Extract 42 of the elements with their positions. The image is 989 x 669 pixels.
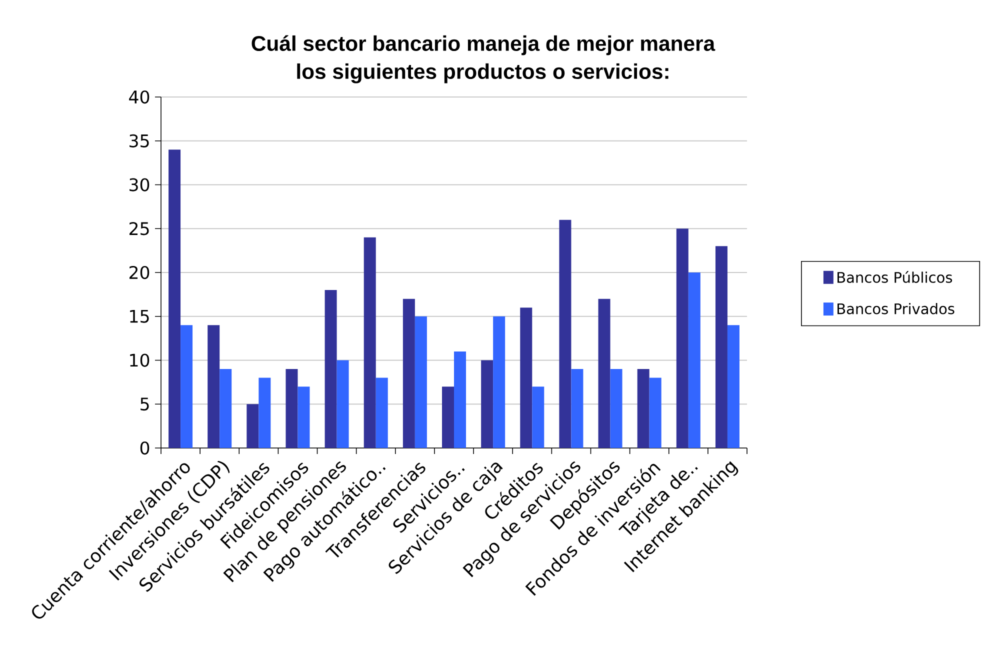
bar (493, 316, 506, 448)
bar (481, 360, 494, 448)
bar (324, 290, 337, 448)
bar (402, 298, 415, 448)
bar (208, 325, 220, 448)
bar (376, 378, 388, 448)
y-tick-label: 5 (140, 398, 149, 411)
bar (676, 228, 688, 448)
bar (220, 369, 232, 448)
y-tick-label: 30 (130, 178, 150, 192)
bar (286, 369, 298, 448)
bar (258, 378, 271, 448)
legend-label: Bancos Públicos (838, 271, 952, 283)
bar (520, 308, 532, 448)
chart-title: Cuál sector bancario maneja de mejor manera los siguientes productos o servicios: (252, 35, 716, 84)
bar (454, 351, 466, 448)
bar (180, 325, 193, 448)
bar (246, 404, 259, 448)
y-tick-label: 10 (130, 354, 150, 367)
bar (649, 378, 662, 448)
bar (298, 386, 310, 448)
legend-label: Bancos Privados (838, 303, 954, 314)
y-tick-label: 25 (130, 222, 149, 236)
bar (688, 272, 700, 448)
y-tick-label: 40 (129, 90, 150, 104)
bar (414, 316, 427, 448)
bar (559, 220, 572, 448)
bar (336, 360, 349, 448)
y-tick-label: 35 (130, 134, 149, 148)
y-tick-label: 0 (140, 441, 150, 455)
bar (727, 325, 740, 448)
y-tick-label: 15 (130, 310, 149, 323)
bar (571, 369, 584, 448)
bar (442, 386, 454, 448)
bar (610, 369, 622, 448)
y-tick-label: 20 (130, 266, 150, 280)
bar (532, 386, 544, 448)
bar (364, 237, 376, 448)
bar (715, 246, 728, 448)
bar (637, 369, 650, 448)
bar (168, 150, 181, 448)
bar (598, 298, 610, 448)
